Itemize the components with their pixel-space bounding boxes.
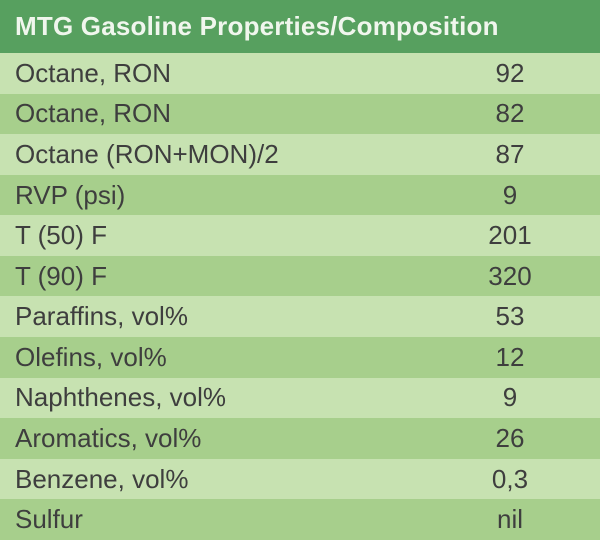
table-title: MTG Gasoline Properties/Composition: [0, 0, 600, 53]
row-label: Benzene, vol%: [15, 463, 189, 494]
table-row: Aromatics, vol% 26: [0, 418, 600, 459]
row-label: Paraffins, vol%: [15, 301, 188, 332]
row-label: Octane, RON: [15, 98, 172, 129]
table-row: RVP (psi) 9: [0, 174, 600, 216]
row-label: Aromatics, vol%: [15, 422, 202, 453]
row-value: 320: [488, 260, 532, 291]
row-value: nil: [496, 504, 523, 535]
row-label: Naphthenes, vol%: [15, 382, 227, 413]
row-label: T (90) F: [15, 260, 107, 291]
row-value: 201: [488, 220, 532, 251]
row-label: Octane, RON: [15, 57, 172, 88]
row-value: 12: [495, 341, 525, 372]
row-label: RVP (psi): [15, 179, 126, 210]
table-row: T (90) F 320: [0, 255, 600, 297]
row-value: 87: [495, 138, 525, 169]
row-value: 82: [495, 98, 525, 129]
row-value: 9: [502, 179, 518, 210]
row-label: Octane (RON+MON)/2: [15, 138, 279, 169]
row-label: Sulfur: [15, 504, 83, 535]
row-value: 53: [495, 301, 525, 332]
table-body: Octane, RON 92 Octane, RON 82 Octane (RO…: [0, 53, 600, 540]
row-value: 92: [495, 57, 525, 88]
table-row: Octane (RON+MON)/2 87: [0, 134, 600, 175]
table-row: Benzene, vol% 0,3: [0, 458, 600, 500]
table-row: Olefins, vol% 12: [0, 337, 600, 378]
table-row: Sulfur nil: [0, 499, 600, 540]
table-row: Octane, RON 92: [0, 53, 600, 94]
row-label: Olefins, vol%: [15, 341, 167, 372]
row-value: 0,3: [491, 463, 529, 494]
row-label: T (50) F: [15, 220, 107, 251]
table-row: Octane, RON 82: [0, 93, 600, 135]
row-value: 26: [495, 422, 525, 453]
table-row: Paraffins, vol% 53: [0, 296, 600, 338]
table-row: Naphthenes, vol% 9: [0, 377, 600, 419]
table-row: T (50) F 201: [0, 215, 600, 256]
row-value: 9: [502, 382, 518, 413]
